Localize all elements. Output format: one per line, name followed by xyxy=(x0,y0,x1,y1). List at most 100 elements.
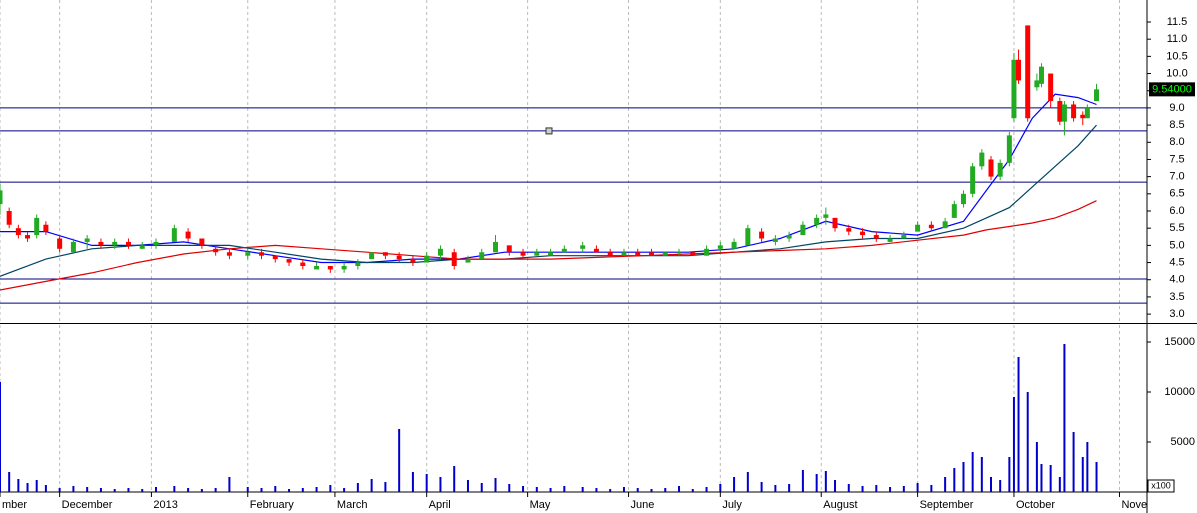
moving-average xyxy=(0,124,1097,277)
candle-body xyxy=(1094,89,1100,102)
candle-body xyxy=(112,241,118,246)
volume-bar xyxy=(962,462,965,492)
volume-bar xyxy=(228,477,231,492)
candle-body xyxy=(341,265,347,270)
candle-body xyxy=(648,252,654,256)
volume-bar xyxy=(1035,442,1038,492)
candle-body xyxy=(213,248,219,253)
y-tick-label: 3.0 xyxy=(1169,308,1184,320)
candle-body xyxy=(690,252,696,256)
volume-bar xyxy=(288,489,291,492)
candle-body xyxy=(245,252,251,256)
volume-bar xyxy=(1008,457,1011,492)
volume-bar xyxy=(664,488,667,492)
candle-body xyxy=(84,238,90,242)
x-tick-label: 2013 xyxy=(153,499,177,511)
candle-body xyxy=(520,252,526,256)
candle-body xyxy=(327,265,333,270)
candle-body xyxy=(800,224,806,236)
candle-body xyxy=(534,252,540,256)
volume-bar xyxy=(480,483,483,492)
volume-bar xyxy=(522,486,525,492)
unit-label: x100 xyxy=(1151,480,1171,490)
volume-bar xyxy=(329,485,332,492)
volume-bar xyxy=(788,484,791,492)
volume-bar xyxy=(1049,465,1052,492)
volume-bar xyxy=(246,487,249,492)
candle-body xyxy=(607,252,613,256)
candle-body xyxy=(451,252,457,266)
y-tick-label: 3.5 xyxy=(1169,291,1184,303)
volume-bar xyxy=(916,483,919,492)
candle-body xyxy=(98,241,104,246)
candle-body xyxy=(1034,80,1040,88)
y-tick-label: 4.0 xyxy=(1169,274,1184,286)
candle-body xyxy=(259,252,265,256)
y-tick-label: 8.5 xyxy=(1169,119,1184,131)
candle-body xyxy=(139,245,145,249)
volume-bar xyxy=(1081,457,1084,492)
volume-bar xyxy=(834,480,837,492)
candle-body xyxy=(57,238,63,249)
volume-bar xyxy=(705,487,708,492)
volume-bar xyxy=(260,488,263,492)
candle-body xyxy=(960,193,966,205)
volume-bar xyxy=(719,484,722,492)
volume-bar xyxy=(384,482,387,492)
candle-body xyxy=(1016,59,1022,81)
candle-body xyxy=(185,231,191,239)
candle-body xyxy=(832,217,838,229)
candle-body xyxy=(901,235,907,239)
volume-bar xyxy=(439,477,442,492)
volume-bar xyxy=(1095,462,1098,492)
candle-body xyxy=(437,248,443,256)
candle-body xyxy=(171,228,177,242)
volume-bar xyxy=(200,489,203,492)
candle-body xyxy=(1080,114,1086,119)
moving-average xyxy=(0,200,1097,291)
volume-bar xyxy=(58,488,61,492)
volume-bar xyxy=(356,483,359,492)
candle-body xyxy=(942,221,948,229)
candle-body xyxy=(6,211,12,225)
candle-body xyxy=(396,255,402,260)
candle-body xyxy=(382,252,388,256)
candle-body xyxy=(580,245,586,249)
candle-body xyxy=(593,248,599,253)
volume-bar xyxy=(1012,397,1015,492)
volume-bar xyxy=(141,489,144,492)
candle-body xyxy=(153,241,159,246)
volume-bar xyxy=(889,487,892,492)
candle-body xyxy=(979,152,985,167)
y-tick-label: 5000 xyxy=(1171,436,1195,448)
y-tick-label: 5.5 xyxy=(1169,222,1184,234)
candle-body xyxy=(860,231,866,236)
volume-bar xyxy=(535,487,538,492)
volume-bar xyxy=(494,478,497,492)
volume-bar xyxy=(733,477,736,492)
candle-body xyxy=(226,252,232,256)
volume-bar xyxy=(1017,357,1020,492)
volume-bar xyxy=(595,488,598,492)
volume-bar xyxy=(875,485,878,492)
volume-bar xyxy=(425,474,428,492)
candle-body xyxy=(493,241,499,253)
volume-bar xyxy=(113,489,116,492)
line-handle xyxy=(545,127,553,135)
candle-body xyxy=(1038,66,1044,84)
candle-body xyxy=(15,228,21,236)
volume-bar xyxy=(746,472,749,492)
x-tick-label: August xyxy=(823,499,857,511)
y-tick-label: 11.5 xyxy=(1167,16,1188,28)
candle-body xyxy=(915,224,921,232)
candle-body xyxy=(286,259,292,263)
volume-bar xyxy=(1058,477,1061,492)
volume-bar xyxy=(315,487,318,492)
last-price-label: 9.54000 xyxy=(1152,83,1192,95)
candle-body xyxy=(424,255,430,263)
volume-bar xyxy=(398,429,401,492)
candle-body xyxy=(548,252,554,256)
volume-bar xyxy=(99,488,102,492)
y-tick-label: 7.0 xyxy=(1169,171,1184,183)
